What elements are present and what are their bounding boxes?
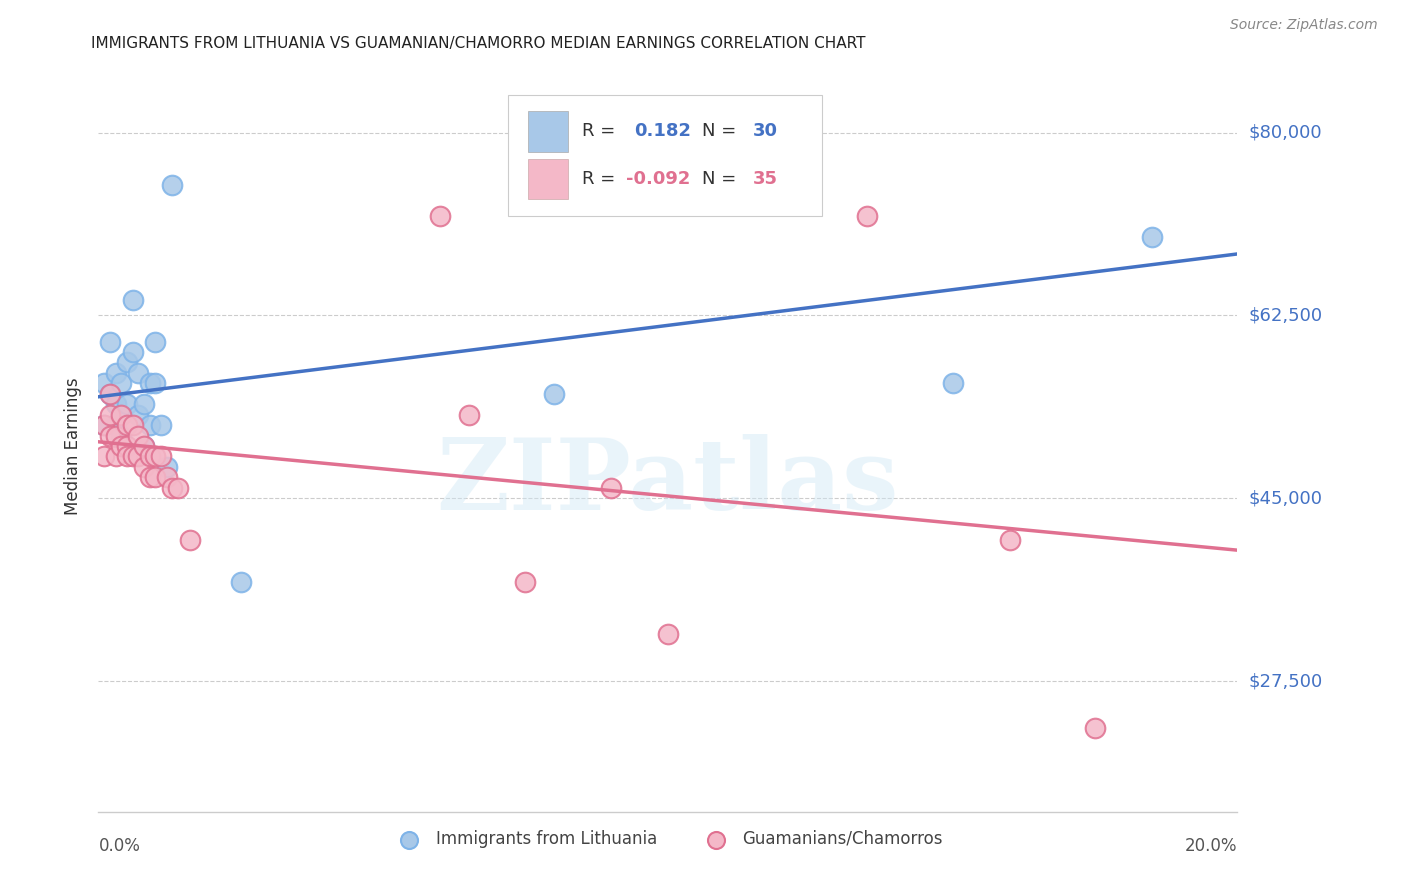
Point bbox=[657, 627, 679, 641]
Point bbox=[856, 209, 879, 223]
Text: N =: N = bbox=[702, 122, 737, 140]
Point bbox=[98, 386, 121, 401]
Point bbox=[132, 439, 155, 453]
Point bbox=[457, 408, 479, 422]
Point bbox=[110, 408, 132, 422]
Point bbox=[229, 574, 252, 589]
Point bbox=[543, 386, 565, 401]
Point bbox=[132, 439, 155, 453]
Point bbox=[150, 450, 173, 464]
Point bbox=[110, 428, 132, 442]
FancyBboxPatch shape bbox=[527, 112, 568, 152]
Text: ZIPatlas: ZIPatlas bbox=[437, 434, 898, 531]
Point bbox=[1140, 230, 1163, 244]
Point bbox=[104, 418, 127, 433]
Text: $27,500: $27,500 bbox=[1249, 672, 1323, 690]
Point bbox=[138, 450, 160, 464]
Text: 30: 30 bbox=[754, 122, 779, 140]
Point bbox=[115, 355, 138, 369]
Point bbox=[98, 428, 121, 442]
Point bbox=[998, 533, 1021, 547]
Point bbox=[942, 376, 965, 391]
Text: $80,000: $80,000 bbox=[1249, 123, 1322, 142]
FancyBboxPatch shape bbox=[527, 159, 568, 199]
Point bbox=[156, 459, 179, 474]
Point bbox=[110, 376, 132, 391]
Point bbox=[145, 376, 167, 391]
Point bbox=[121, 293, 143, 307]
Point bbox=[104, 428, 127, 442]
Point bbox=[110, 439, 132, 453]
Point bbox=[685, 157, 707, 171]
Point bbox=[93, 450, 115, 464]
Point bbox=[121, 345, 143, 359]
Text: Source: ZipAtlas.com: Source: ZipAtlas.com bbox=[1230, 18, 1378, 32]
Point bbox=[127, 408, 149, 422]
Point bbox=[132, 397, 155, 411]
Point bbox=[110, 408, 132, 422]
Text: 0.0%: 0.0% bbox=[98, 837, 141, 855]
Point bbox=[115, 418, 138, 433]
Point bbox=[98, 334, 121, 349]
Point bbox=[98, 408, 121, 422]
Text: $45,000: $45,000 bbox=[1249, 489, 1323, 508]
Point bbox=[179, 533, 201, 547]
Y-axis label: Median Earnings: Median Earnings bbox=[65, 377, 83, 515]
Point bbox=[93, 418, 115, 433]
Point bbox=[127, 450, 149, 464]
Point bbox=[600, 481, 623, 495]
Point bbox=[104, 450, 127, 464]
Text: N =: N = bbox=[702, 170, 737, 188]
Point bbox=[138, 418, 160, 433]
Point bbox=[104, 397, 127, 411]
Point bbox=[115, 439, 138, 453]
Point bbox=[121, 418, 143, 433]
Point bbox=[145, 450, 167, 464]
Point bbox=[1084, 721, 1107, 735]
Point bbox=[93, 376, 115, 391]
Point bbox=[127, 428, 149, 442]
Point bbox=[115, 397, 138, 411]
Point bbox=[127, 366, 149, 380]
Point bbox=[98, 386, 121, 401]
Point bbox=[104, 366, 127, 380]
FancyBboxPatch shape bbox=[509, 95, 821, 216]
Text: R =: R = bbox=[582, 122, 616, 140]
Point bbox=[138, 470, 160, 484]
Legend: Immigrants from Lithuania, Guamanians/Chamorros: Immigrants from Lithuania, Guamanians/Ch… bbox=[387, 823, 949, 855]
Point bbox=[115, 450, 138, 464]
Point bbox=[145, 334, 167, 349]
Text: IMMIGRANTS FROM LITHUANIA VS GUAMANIAN/CHAMORRO MEDIAN EARNINGS CORRELATION CHAR: IMMIGRANTS FROM LITHUANIA VS GUAMANIAN/C… bbox=[91, 36, 866, 51]
Point bbox=[145, 470, 167, 484]
Point bbox=[156, 470, 179, 484]
Point bbox=[162, 481, 184, 495]
Point bbox=[121, 450, 143, 464]
Text: $62,500: $62,500 bbox=[1249, 306, 1323, 325]
Point bbox=[162, 178, 184, 192]
Text: 20.0%: 20.0% bbox=[1185, 837, 1237, 855]
Text: -0.092: -0.092 bbox=[626, 170, 690, 188]
Text: R =: R = bbox=[582, 170, 616, 188]
Text: 0.182: 0.182 bbox=[634, 122, 690, 140]
Point bbox=[150, 418, 173, 433]
Point bbox=[515, 574, 537, 589]
Point bbox=[93, 418, 115, 433]
Point bbox=[132, 459, 155, 474]
Point bbox=[429, 209, 451, 223]
Point bbox=[167, 481, 190, 495]
Text: 35: 35 bbox=[754, 170, 779, 188]
Point bbox=[138, 376, 160, 391]
